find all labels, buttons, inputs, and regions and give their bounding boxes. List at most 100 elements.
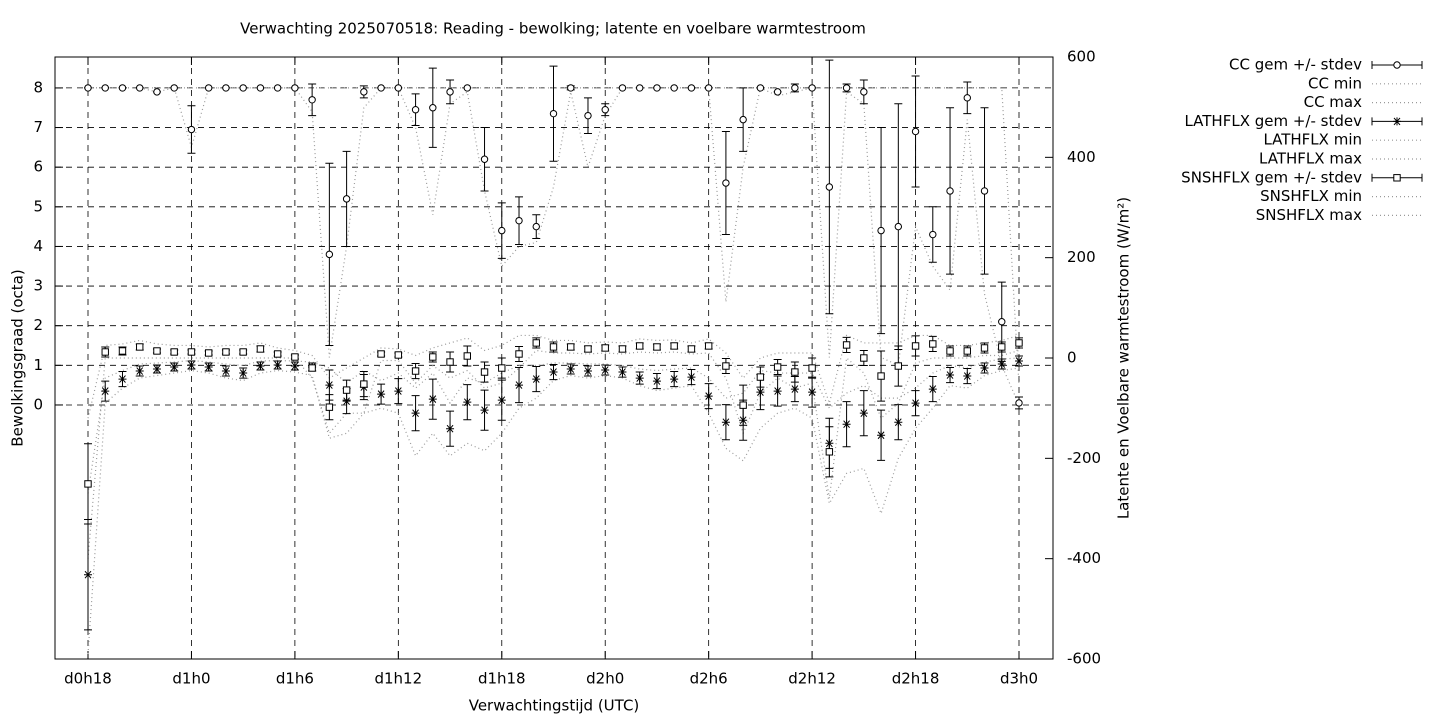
legend-label: SNSHFLX min (1260, 187, 1362, 205)
legend-marker (1393, 174, 1401, 182)
point (946, 371, 955, 380)
x-tick-label: d1h12 (374, 670, 422, 688)
point (342, 397, 351, 406)
point (963, 372, 972, 381)
point (273, 350, 282, 358)
point (118, 84, 127, 92)
point (411, 106, 420, 114)
point (722, 362, 730, 370)
point (411, 409, 420, 418)
point (756, 388, 765, 397)
point (721, 418, 730, 427)
point (687, 345, 696, 353)
point (894, 362, 903, 370)
x-tick-label: d3h0 (1000, 670, 1038, 688)
point (239, 369, 248, 378)
point (411, 367, 420, 375)
legend-label: CC min (1308, 74, 1362, 92)
point (204, 349, 213, 357)
point (894, 222, 903, 231)
point (791, 84, 799, 92)
legend-label: LATHFLX min (1263, 131, 1362, 149)
point (497, 396, 506, 405)
point (946, 347, 954, 355)
y2-tick-label: -600 (1067, 650, 1101, 668)
point (290, 362, 299, 371)
point (498, 226, 506, 235)
point (360, 88, 368, 96)
point (273, 361, 282, 370)
point (635, 374, 644, 383)
point (222, 84, 230, 92)
point (928, 385, 937, 394)
point (584, 345, 592, 353)
point (256, 362, 265, 371)
point (877, 226, 885, 235)
point (567, 84, 575, 92)
point (187, 361, 196, 370)
y2-tick-label: 400 (1067, 148, 1096, 166)
point (963, 347, 971, 355)
point (670, 342, 678, 350)
line (87, 367, 1020, 655)
y2-tick-label: 200 (1067, 248, 1096, 266)
point (136, 84, 144, 92)
point (239, 84, 247, 92)
point (463, 352, 471, 360)
point (480, 155, 489, 163)
chart-title: Verwachting 2025070518: Reading - bewolk… (240, 20, 866, 38)
point (618, 84, 627, 92)
point (636, 84, 644, 92)
legend-label: SNSHFLX gem +/- stdev (1181, 168, 1362, 186)
point (325, 403, 334, 411)
y-tick-label: 7 (33, 118, 43, 136)
point (256, 84, 265, 92)
point (84, 570, 92, 579)
point (187, 125, 196, 134)
point (118, 375, 127, 384)
point (963, 94, 971, 102)
point (653, 84, 661, 92)
point (670, 375, 679, 384)
point (429, 353, 437, 361)
point (463, 398, 472, 407)
y-tick-label: 1 (33, 356, 43, 374)
point (652, 377, 661, 386)
point (670, 84, 678, 92)
point (135, 367, 144, 376)
point (84, 480, 92, 488)
point (618, 345, 627, 353)
point (101, 348, 109, 356)
point (756, 373, 765, 381)
point (118, 347, 127, 355)
y2-tick-label: -200 (1067, 449, 1101, 467)
point (911, 342, 920, 350)
y-tick-label: 3 (33, 277, 43, 295)
point (773, 363, 782, 371)
point (308, 364, 316, 372)
point (204, 84, 213, 92)
x-tick-label: d2h0 (586, 670, 624, 688)
point (463, 84, 471, 92)
point (687, 373, 696, 382)
point (998, 343, 1006, 351)
y-axis-label: Bewolkingsgraad (octa) (9, 269, 27, 446)
point (239, 348, 247, 356)
point (808, 84, 816, 92)
y-tick-label: 5 (33, 197, 43, 215)
point (153, 347, 161, 355)
x-axis-label: Verwachtingstijd (UTC) (469, 697, 640, 715)
point (877, 372, 885, 380)
point (446, 424, 455, 433)
x-tick-label: d1h18 (478, 670, 526, 688)
y2-tick-label: 600 (1067, 48, 1096, 66)
point (101, 387, 110, 396)
point (428, 395, 437, 404)
legend-marker (1393, 61, 1401, 69)
point (756, 84, 765, 92)
point (446, 88, 454, 96)
x-tick-label: d1h0 (172, 670, 210, 688)
point (152, 365, 161, 374)
point (308, 96, 316, 104)
